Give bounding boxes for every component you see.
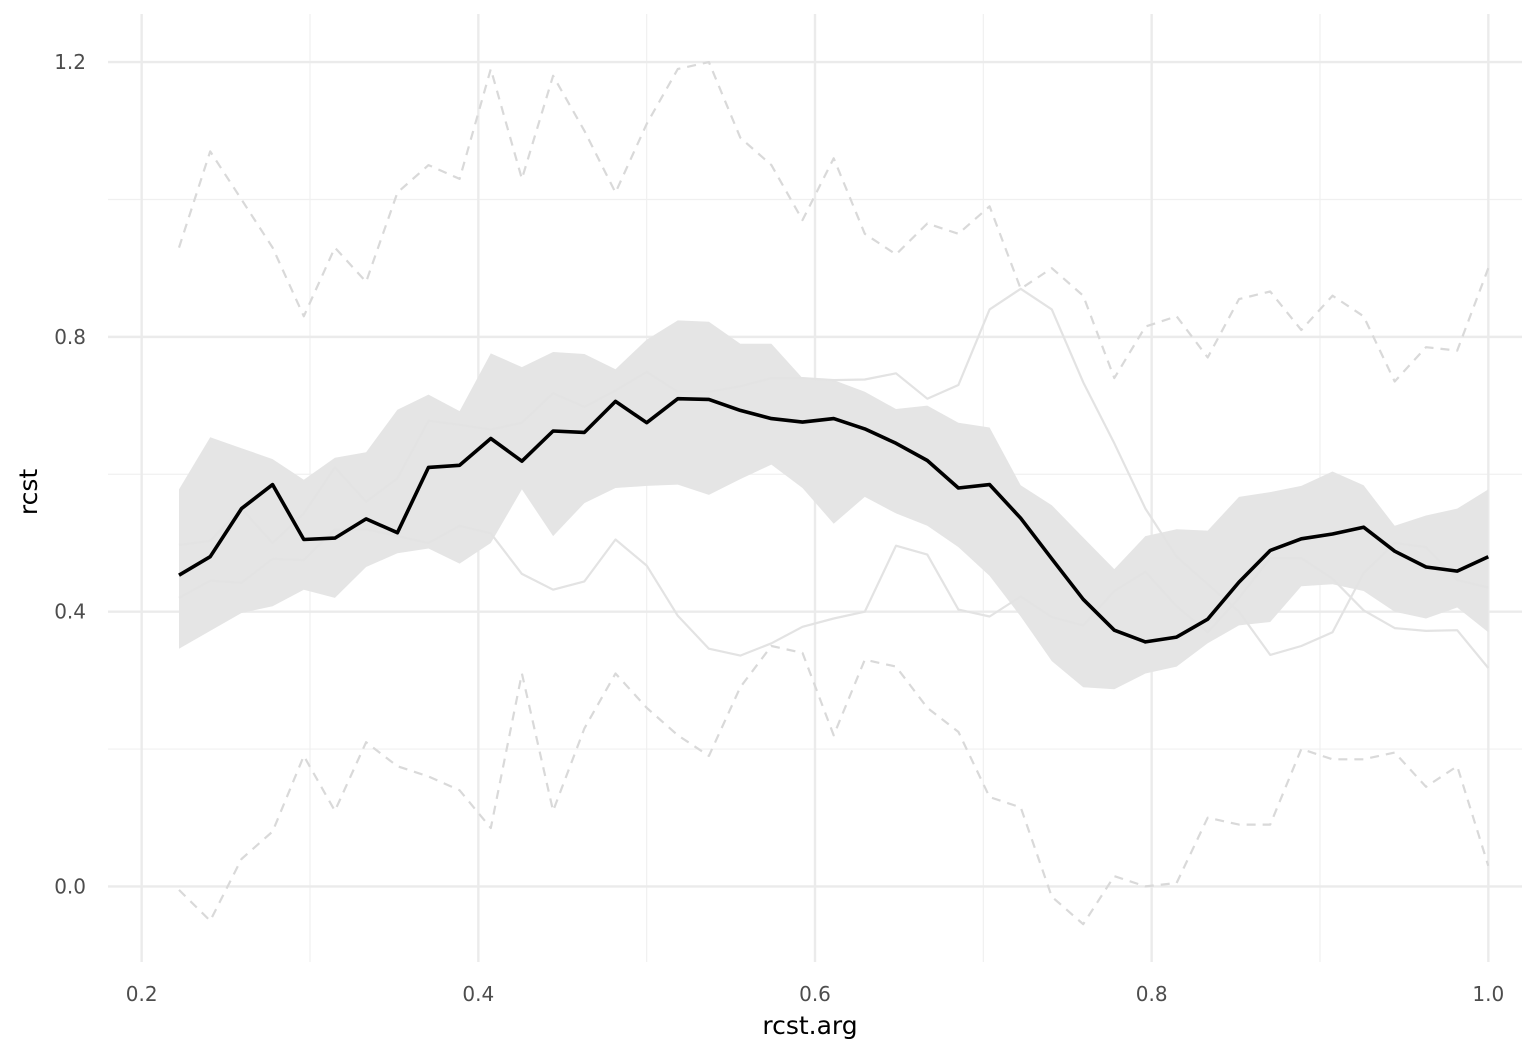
x-axis-title: rcst.arg [762, 1011, 857, 1040]
y-tick-label: 0.0 [54, 874, 86, 898]
x-tick-label: 0.4 [462, 982, 494, 1006]
simulation-solid-1-line [178, 287, 1489, 656]
x-tick-label: 1.0 [1472, 982, 1504, 1006]
simulation-solid-2-line [178, 524, 1490, 669]
x-tick-label: 0.2 [126, 982, 158, 1006]
major-gridlines [108, 14, 1522, 962]
simulation-lines-layer [177, 61, 1490, 926]
lower-dashed-line [178, 644, 1490, 926]
y-tick-label: 0.8 [54, 325, 86, 349]
x-tick-label: 0.6 [799, 982, 831, 1006]
x-tick-label: 0.8 [1136, 982, 1168, 1006]
envelope-band-layer [179, 320, 1489, 690]
y-tick-label: 0.4 [54, 600, 86, 624]
upper-dashed-line [177, 61, 1490, 383]
y-tick-labels: 0.0 0.4 0.8 1.2 [54, 50, 86, 898]
y-axis-title: rcst [14, 469, 43, 515]
observed-line-layer [178, 396, 1490, 644]
observed-line [178, 396, 1490, 644]
y-tick-label: 1.2 [54, 50, 86, 74]
envelope-band [179, 320, 1489, 690]
x-tick-labels: 0.2 0.4 0.6 0.8 1.0 [126, 982, 1504, 1006]
